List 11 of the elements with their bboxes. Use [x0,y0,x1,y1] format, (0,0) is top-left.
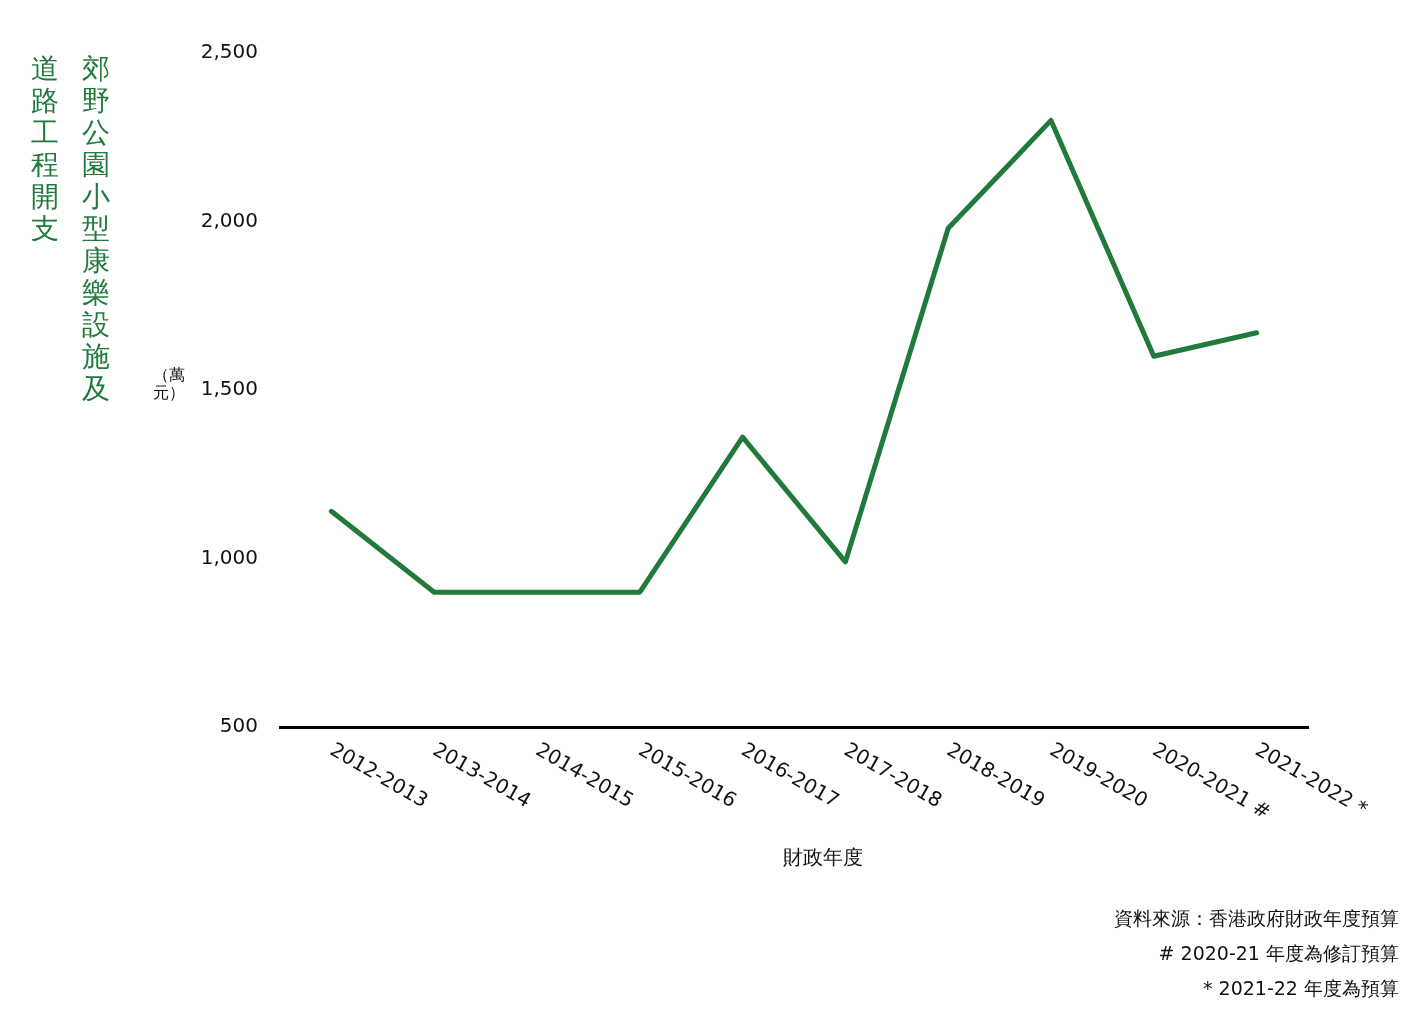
y-axis-title: （萬元） [153,365,185,402]
y-tick-label: 500 [219,713,258,738]
source-note: 資料來源：香港政府財政年度預算 [1114,906,1399,931]
x-axis-title: 財政年度 [782,844,864,871]
y-tick-label: 1,500 [200,376,258,401]
text: * 2021-22 年度為預算 [1202,976,1399,1001]
y-tick-label: 2,000 [200,207,258,232]
chart-title: 郊野公園小型康樂設施及道路工程開支 [31,52,110,405]
y-tick-label: 2,500 [200,39,258,64]
y-tick-label: 1,000 [200,544,258,569]
text: # 2020-21 年度為修訂預算 [1157,941,1399,966]
